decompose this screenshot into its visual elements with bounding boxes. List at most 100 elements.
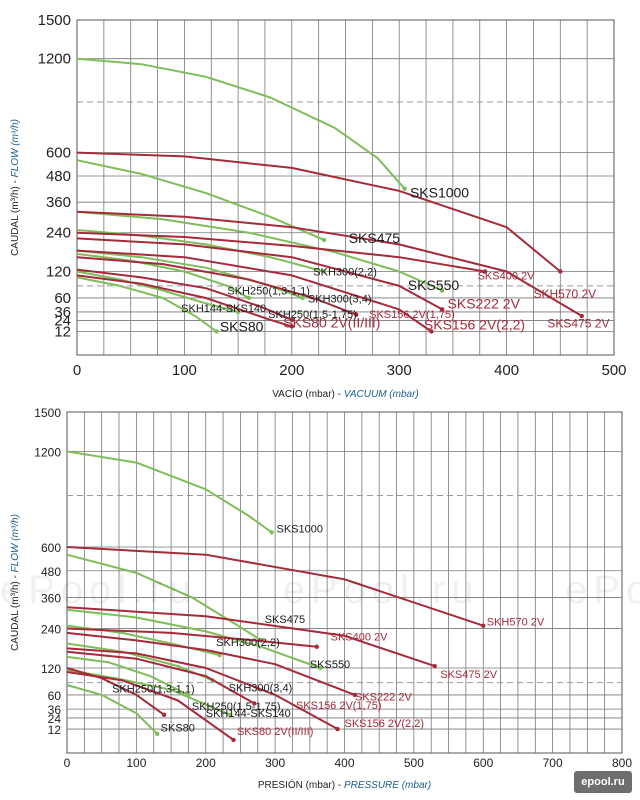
- series-label: SKH300(2,2): [313, 266, 377, 278]
- watermark-text: ePool.ru ePool.ru ePool.ru: [0, 568, 640, 613]
- series-label: SKH250(1,3-1,1): [112, 683, 195, 695]
- series-end-point: [154, 731, 160, 737]
- series-end-point: [227, 712, 233, 718]
- x-tick-label: 300: [387, 362, 412, 379]
- series-label: SKH570 2V: [487, 617, 545, 629]
- series-line-1: [76, 159, 325, 241]
- series-label: SKS156 2V(1,75): [369, 309, 455, 321]
- y-axis-title-main: CAUDAL (m³/h) -: [10, 572, 21, 651]
- x-axis-title-en: PRESSURE (mbar): [344, 780, 431, 791]
- series-label: SKS1000: [410, 185, 469, 201]
- x-axis-title-main: PRESIÓN (mbar) -: [258, 778, 344, 791]
- series-line-3: [76, 229, 325, 273]
- series-label: SKH250(1,5-1,75): [268, 309, 357, 321]
- y-tick-label: 60: [54, 290, 71, 307]
- series-end-point: [314, 644, 319, 649]
- series-line-10: [66, 627, 317, 648]
- series-label: SKS80: [161, 722, 195, 734]
- y-tick-label: 1500: [38, 12, 71, 29]
- x-tick-label: 0: [73, 362, 81, 379]
- series-label: SKS550: [310, 659, 350, 671]
- series-line-1: [66, 553, 262, 642]
- series-label: SKH250(1,3-1,1): [227, 285, 310, 297]
- y-tick-label: 36: [48, 703, 62, 717]
- series-line-8: [66, 546, 484, 627]
- series-label: SKH250(1,5-1,75): [192, 701, 281, 713]
- series-line-2: [66, 608, 321, 669]
- x-tick-label: 500: [601, 362, 626, 379]
- y-axis-title: CAUDAL (m³/h) - FLOW (m³/h): [10, 514, 21, 651]
- y-tick-label: 12: [48, 723, 62, 737]
- y-tick-label: 60: [48, 689, 62, 703]
- series-line-5: [66, 655, 189, 696]
- y-tick-label: 1500: [34, 406, 61, 420]
- y-axis-title-en: FLOW (m³/h): [10, 119, 21, 177]
- series-label: SKS80: [220, 318, 264, 334]
- x-tick-label: 700: [543, 756, 563, 770]
- series-end-point: [579, 313, 584, 319]
- x-axis-title-en: VACUUM (mbar): [344, 389, 419, 400]
- series-label: SKS222 2V: [448, 296, 521, 312]
- series-label: SKH300(2,2): [216, 637, 280, 649]
- watermark-2: ePool.ru: [282, 568, 480, 612]
- series-line-6: [76, 270, 239, 313]
- watermark-1: ePool.ru: [0, 568, 197, 612]
- series-label: SKS475 2V: [440, 669, 498, 681]
- watermark-3: ePool.ru: [565, 568, 640, 612]
- y-tick-label: 600: [46, 145, 71, 162]
- series-label: SKH144-SKS140: [181, 303, 266, 315]
- series-label: SKH300(3,4): [229, 682, 293, 694]
- x-tick-label: 200: [196, 756, 216, 770]
- series-label: SKS156 2V(2,2): [424, 316, 525, 332]
- y-tick-label: 12: [54, 323, 71, 340]
- series-end-point: [321, 269, 327, 274]
- series-end-point: [318, 665, 323, 671]
- series-line-11: [76, 237, 443, 311]
- series-end-point: [354, 312, 359, 317]
- series-end-point: [214, 329, 219, 334]
- y-tick-label: 24: [48, 712, 62, 726]
- series-label: SKS156 2V(1,75): [296, 700, 382, 712]
- series-end-point: [300, 295, 305, 301]
- series-line-9: [66, 606, 436, 668]
- y-tick-label: 120: [46, 263, 71, 280]
- y-axis-title: CAUDAL (m³/h) - FLOW (m³/h): [10, 119, 21, 256]
- series-line-13: [66, 647, 339, 730]
- series-end-point: [335, 726, 340, 732]
- series-line-5: [76, 252, 250, 299]
- series-end-point: [252, 701, 257, 706]
- y-tick-label: 360: [41, 591, 61, 605]
- x-tick-label: 0: [64, 756, 71, 770]
- x-tick-label: 800: [612, 756, 632, 770]
- series-label: SKS550: [408, 277, 460, 293]
- x-tick-label: 600: [473, 756, 493, 770]
- x-tick-label: 200: [279, 362, 304, 379]
- series-line-0: [66, 450, 273, 534]
- series-label: SKH570 2V: [533, 287, 596, 301]
- series-label: SKS156 2V(2,2): [345, 718, 425, 730]
- x-tick-label: 400: [494, 362, 519, 379]
- x-axis-title: PRESIÓN (mbar) - PRESSURE (mbar): [258, 778, 431, 791]
- series-end-point: [402, 186, 407, 191]
- series-end-point: [246, 295, 252, 301]
- series-line-9: [76, 210, 583, 317]
- series-label: SKS400 2V: [478, 270, 536, 282]
- series-line-14: [76, 268, 293, 321]
- series-label: SKH300(3,4): [308, 293, 372, 305]
- y-axis-title-main: CAUDAL (m³/h) -: [10, 177, 21, 256]
- series-end-point: [439, 307, 445, 312]
- series-line-4: [76, 249, 303, 299]
- y-tick-label: 1200: [34, 445, 61, 459]
- series-end-point: [161, 712, 167, 718]
- x-tick-label: 100: [172, 362, 197, 379]
- series-line-12: [66, 650, 255, 705]
- y-tick-label: 480: [41, 565, 61, 579]
- series-label: SKS475: [349, 230, 401, 246]
- series-label: SKS475: [265, 614, 305, 626]
- y-tick-label: 240: [41, 623, 61, 637]
- series-line-7: [76, 276, 218, 333]
- y-tick-label: 120: [41, 662, 61, 676]
- series-end-point: [269, 530, 274, 535]
